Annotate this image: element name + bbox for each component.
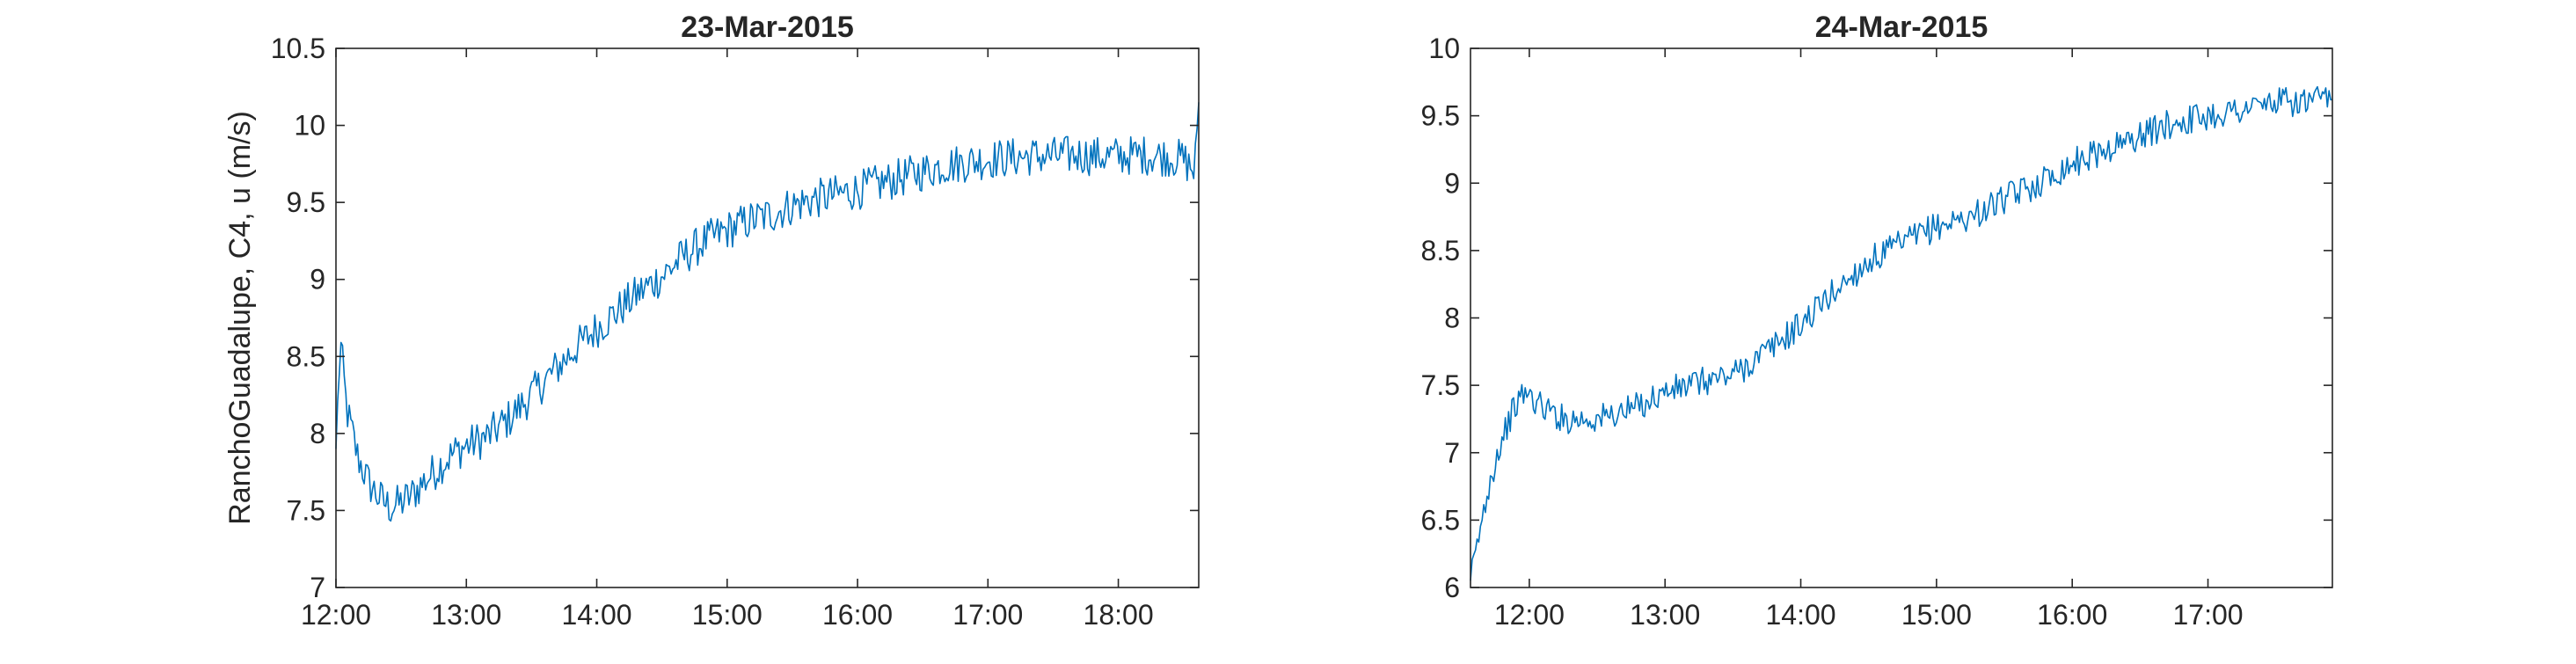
chart-2-xtick-label-2: 13:00: [1630, 599, 1700, 631]
chart-2-title: 24-Mar-2015: [1815, 11, 1989, 44]
chart-1-ytick-label-8: 10.5: [271, 33, 325, 64]
chart-1-ytick-label-1: 7: [310, 572, 325, 603]
chart-2-ytick-label-8: 9.5: [1421, 100, 1460, 132]
chart-1-xtick-label-6: 17:00: [952, 599, 1023, 631]
chart-1-xtick-label-2: 13:00: [431, 599, 501, 631]
chart-1-ylabel: RanchoGuadalupe, C4, u (m/s): [223, 111, 257, 525]
chart-2-ytick-label-3: 7: [1444, 437, 1460, 469]
chart-2-ytick-label-6: 8.5: [1421, 235, 1460, 266]
chart-1-ytick-label-4: 8.5: [287, 340, 325, 372]
chart-1-xtick-label-1: 12:00: [301, 599, 371, 631]
chart-1-ytick-label-5: 9: [310, 264, 325, 296]
chart-1-ytick-label-6: 9.5: [287, 186, 325, 218]
chart-2-xtick-label-6: 17:00: [2172, 599, 2243, 631]
chart-2-ytick-label-7: 9: [1444, 167, 1460, 199]
chart-1-series-1-line: [335, 102, 1200, 522]
chart-1-xtick-label-5: 16:00: [822, 599, 893, 631]
chart-2-ytick-label-2: 6.5: [1421, 504, 1460, 536]
chart-2-axes-box: [1470, 47, 2333, 588]
chart-1-ytick-label-3: 8: [310, 418, 325, 449]
chart-1-xtick-label-7: 18:00: [1084, 599, 1154, 631]
chart-1-ytick-label-7: 10: [294, 110, 325, 142]
chart-2-xtick-label-3: 14:00: [1765, 599, 1835, 631]
chart-1-title: 23-Mar-2015: [681, 11, 854, 44]
chart-1-ytick-label-2: 7.5: [287, 494, 325, 526]
chart-2-ytick-label-4: 7.5: [1421, 369, 1460, 401]
chart-1-xtick-label-3: 14:00: [561, 599, 631, 631]
chart-1-axes-box: [335, 47, 1200, 588]
chart-1-xtick-label-4: 15:00: [692, 599, 763, 631]
chart-2-ytick-label-1: 6: [1444, 572, 1460, 603]
chart-2-series-1-line: [1470, 85, 2333, 581]
chart-2-ytick-label-9: 10: [1428, 33, 1460, 64]
chart-2-xtick-label-5: 16:00: [2037, 599, 2107, 631]
chart-2-ytick-label-5: 8: [1444, 303, 1460, 334]
chart-2-xtick-label-1: 12:00: [1494, 599, 1565, 631]
chart-2-xtick-label-4: 15:00: [1901, 599, 1972, 631]
